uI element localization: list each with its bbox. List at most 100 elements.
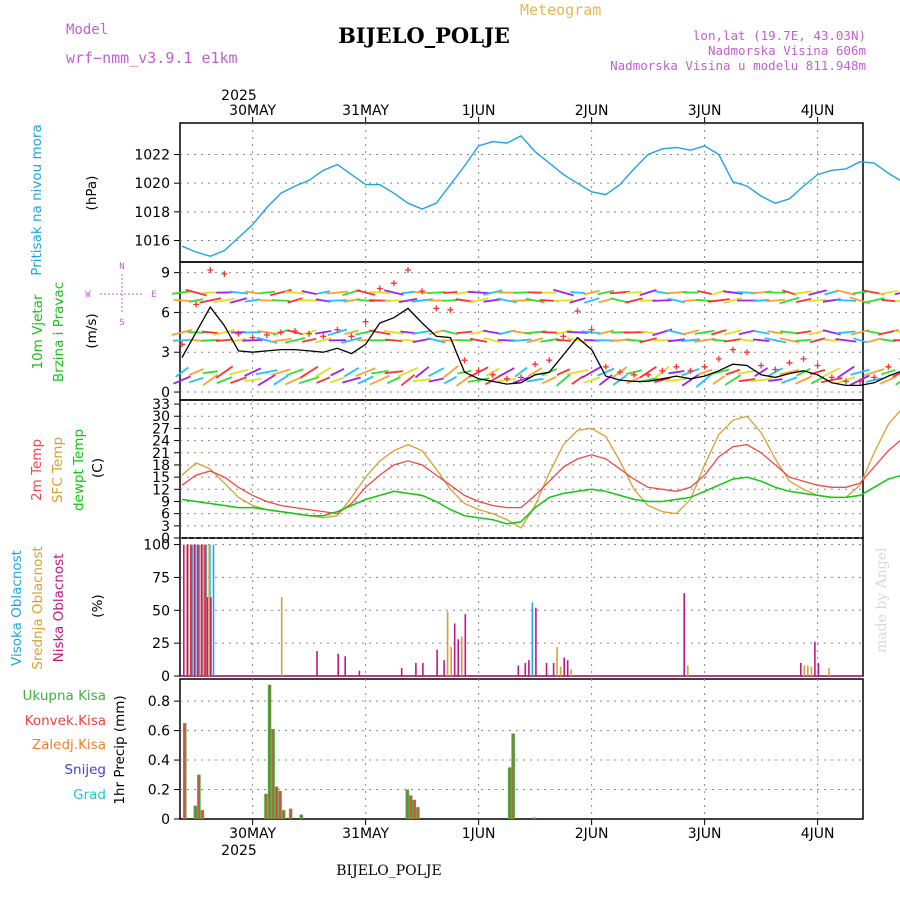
wind-arrow xyxy=(566,331,589,334)
wind-arrow xyxy=(499,367,515,377)
gust-marker xyxy=(871,374,878,381)
wind-arrow xyxy=(738,329,756,336)
cloud-bar xyxy=(358,670,361,676)
wind-arrow xyxy=(541,331,558,334)
gust-marker xyxy=(249,334,256,341)
wind-arrow xyxy=(384,370,404,375)
wind-arrow xyxy=(386,376,401,385)
cloud-ytick-label: 50 xyxy=(152,603,170,619)
wind-arrow xyxy=(330,367,345,377)
gust-marker xyxy=(687,367,694,374)
legend-freezing-rain: Zaledj.Kisa xyxy=(32,737,106,753)
model-altitude: Nadmorska Visina u modelu 811.948m xyxy=(610,58,866,73)
wind-arrow xyxy=(866,330,882,335)
gust-marker xyxy=(659,367,666,374)
x-tick-label-bottom: 1JUN xyxy=(462,826,496,842)
x-tick-label-bottom: 3JUN xyxy=(688,826,722,842)
wind-arrow xyxy=(796,367,811,377)
wind-arrow xyxy=(765,298,786,303)
wind-arrow xyxy=(668,370,685,375)
wind-arrow xyxy=(455,298,474,303)
temp-ytick-label: 0 xyxy=(161,531,170,547)
wind-arrow xyxy=(853,337,867,344)
gust-marker xyxy=(758,362,765,369)
wind-arrow xyxy=(540,338,559,343)
gust-marker xyxy=(701,363,708,370)
wind-arrow xyxy=(553,288,574,297)
wind-arrow xyxy=(779,296,800,305)
watermark: made by Angel xyxy=(874,547,890,653)
wind-arrow xyxy=(355,367,376,377)
wind-arrow xyxy=(230,376,247,384)
precip-conv-bar xyxy=(198,774,200,819)
gust-marker xyxy=(546,357,553,364)
wind-ytick-label: 9 xyxy=(161,266,170,282)
wind-arrow xyxy=(680,338,701,343)
cloud-bar xyxy=(197,544,199,676)
gust-marker xyxy=(503,375,510,382)
wind-arrow xyxy=(469,337,488,343)
wind-arrow xyxy=(273,374,289,386)
wind-arrow xyxy=(202,374,218,386)
cloud-bar xyxy=(186,544,189,676)
wind-arrow xyxy=(426,337,446,344)
dewpt-ylabel: dewpt Temp xyxy=(71,429,87,511)
wind-arrow xyxy=(583,376,600,384)
cloud-bar xyxy=(683,593,685,676)
gust-marker xyxy=(588,326,595,333)
wind-arrow xyxy=(270,337,292,343)
wind-arrow xyxy=(202,330,219,335)
gust-marker xyxy=(631,371,637,378)
wind-arrow xyxy=(583,297,600,304)
wind-arrow xyxy=(483,289,503,296)
pressure-ytick-label: 1020 xyxy=(134,176,170,192)
cloud-bar xyxy=(535,607,537,676)
x-tick-label-top: 4JUN xyxy=(801,103,835,119)
wind-arrow xyxy=(400,330,416,334)
cloud-bar xyxy=(570,669,572,676)
year-label-top: 2025 xyxy=(221,88,257,104)
wind-arrow xyxy=(639,337,657,344)
wind-arrow xyxy=(314,337,332,344)
wind-arrow xyxy=(596,367,615,377)
wind-arrow xyxy=(213,328,235,336)
wind-arrow xyxy=(369,329,391,336)
wind-arrow xyxy=(711,329,727,336)
wind-arrow xyxy=(894,299,900,303)
cloud-bar xyxy=(422,662,424,676)
wind-arrow xyxy=(652,299,673,302)
cloud-ytick-label: 25 xyxy=(152,636,170,652)
cloud-bar xyxy=(183,544,185,676)
pressure-ytick-label: 1022 xyxy=(134,148,170,164)
cloud-bar xyxy=(461,636,463,676)
wind-arrow xyxy=(284,337,306,344)
pressure-ytick-label: 1018 xyxy=(134,205,170,221)
wind-arrow xyxy=(171,328,193,336)
wind-arrow xyxy=(850,368,870,376)
wind-arrow xyxy=(244,298,261,303)
legend-total-rain: Ukupna Kisa xyxy=(23,688,106,704)
x-tick-label-bottom: 31MAY xyxy=(342,826,389,842)
temp-ytick-label: 15 xyxy=(152,470,170,486)
cloud-bar xyxy=(415,662,417,676)
wind-arrow xyxy=(541,376,557,385)
chart-marks: 1016101810201022036903691215182124273033… xyxy=(134,103,900,842)
precip-conv-bar xyxy=(283,810,285,819)
wind-arrow xyxy=(369,374,391,386)
wind-arrow xyxy=(400,374,416,387)
precip-ytick-label: 0.6 xyxy=(148,724,170,740)
wind-arrow xyxy=(400,290,416,295)
wind-arrow xyxy=(188,298,204,303)
footer-station: BIJELO_POLJE xyxy=(336,863,441,879)
wind-arrow xyxy=(173,375,191,385)
compass-w: W xyxy=(85,290,91,300)
wind-arrow xyxy=(244,378,262,382)
cloud-bar xyxy=(814,641,816,676)
wind-arrow xyxy=(795,298,812,303)
legend-conv-rain: Konvek.Kisa xyxy=(25,713,106,729)
gust-marker xyxy=(277,329,284,336)
wind-arrow xyxy=(598,297,614,304)
cloud-bar xyxy=(810,666,813,676)
wind-arrow xyxy=(863,297,885,304)
wind-arrow xyxy=(879,375,897,385)
